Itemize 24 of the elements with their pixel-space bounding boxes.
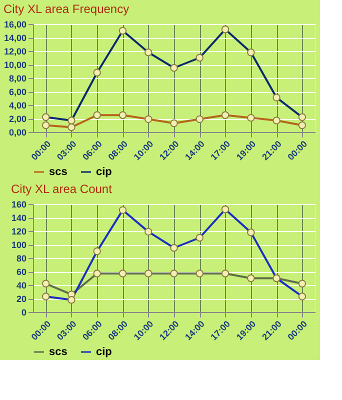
y-tick-label: 140 [11,213,26,223]
y-tick-label: 60 [16,267,26,277]
y-tick-label: 160 [11,200,26,210]
y-tick-label: 16,00 [4,20,26,30]
chart-title: City XL area Count [10,182,113,196]
y-tick-label: 40 [16,280,26,290]
y-tick-label: 10,00 [4,60,26,70]
y-tick-label: 20 [16,294,26,304]
y-tick-label: 0 [21,308,26,318]
y-tick-label: 120 [11,226,26,236]
y-tick-label: 8,00 [8,74,26,84]
chart-title: City XL area Frequency [3,2,130,16]
legend-label: cip [96,346,112,358]
y-tick-label: 100 [11,240,26,250]
y-tick-label: 0,00 [8,128,26,138]
legend-label: scs [49,166,68,178]
y-tick-label: 4,00 [8,100,26,110]
y-tick-label: 6,00 [8,87,26,97]
y-tick-label: 2,00 [8,114,26,124]
y-tick-label: 12,00 [4,46,26,56]
legend-label: cip [96,166,112,178]
y-tick-label: 80 [16,254,26,264]
y-tick-label: 14,00 [4,33,26,43]
legend-label: scs [49,346,68,358]
